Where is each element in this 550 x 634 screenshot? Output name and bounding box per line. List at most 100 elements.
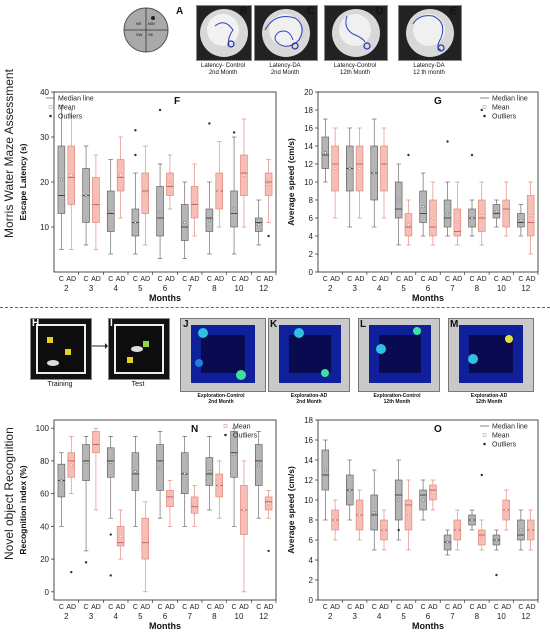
- group-label: AD: [379, 276, 389, 283]
- mean-marker: [407, 223, 410, 226]
- y-tick-label: 80: [40, 457, 49, 466]
- group-label: AD: [165, 604, 175, 611]
- group-label: AD: [452, 604, 462, 611]
- group-label: C: [469, 276, 474, 283]
- plot-frame: [317, 419, 539, 601]
- y-tick-label: 2: [309, 576, 314, 585]
- legend-outlier-swatch: [483, 114, 486, 118]
- group-label: AD: [355, 276, 365, 283]
- group-label: AD: [379, 604, 389, 611]
- legend-label: Outliers: [233, 433, 258, 440]
- outlier-point: [470, 153, 474, 157]
- y-tick-label: 100: [36, 424, 50, 433]
- legend-outlier-swatch: [224, 433, 227, 437]
- mean-marker: [373, 511, 376, 514]
- group-label: AD: [428, 276, 438, 283]
- x-category-label: 8: [212, 284, 217, 293]
- outlier-point: [267, 234, 270, 238]
- mean-marker: [470, 216, 474, 220]
- caption-i: Test: [131, 381, 145, 388]
- y-tick-label: 4: [309, 232, 314, 241]
- x-category-label: 12: [259, 612, 268, 621]
- outlier-point: [109, 533, 112, 536]
- group-label: C: [232, 604, 237, 611]
- group-label: AD: [330, 276, 340, 283]
- mean-marker: [119, 534, 122, 538]
- group-label: C: [518, 276, 523, 283]
- group-label: AD: [330, 604, 340, 611]
- group-label: C: [494, 276, 499, 283]
- group-label: AD: [116, 604, 126, 611]
- mean-marker: [495, 210, 498, 213]
- panel-letter-e: E: [450, 6, 457, 17]
- legend-label: Mean: [58, 105, 76, 112]
- y-tick-label: 60: [40, 490, 49, 499]
- y-axis-label: Escape Latency (s): [18, 143, 28, 220]
- x-category-label: 10: [235, 284, 244, 293]
- group-label: C: [396, 604, 401, 611]
- mean-marker: [519, 528, 523, 532]
- mean-marker: [267, 502, 270, 505]
- training-photo: [30, 318, 92, 380]
- mean-marker: [144, 537, 147, 540]
- tracking-image-c: [254, 5, 318, 61]
- quadrant-label-sw: SW: [136, 32, 143, 37]
- mean-marker: [208, 470, 211, 473]
- arrow-icon: [92, 343, 108, 349]
- mean-marker: [529, 528, 532, 532]
- group-label: C: [158, 604, 163, 611]
- group-label: C: [347, 604, 352, 611]
- group-label: AD: [239, 276, 249, 283]
- group-label: C: [133, 604, 138, 611]
- y-tick-label: 10: [304, 178, 313, 187]
- group-label: C: [421, 276, 426, 283]
- panel-letter-l: L: [360, 319, 367, 330]
- x-category-label: 2: [328, 612, 333, 621]
- caption-d-l1: Latency-Control 12th Month: [333, 63, 377, 76]
- caption-k: Exploration-AD 2nd Month: [290, 393, 328, 405]
- outlier-point: [158, 108, 162, 112]
- mean-marker: [407, 513, 410, 517]
- mean-marker: [397, 498, 400, 502]
- outlier-point: [495, 573, 498, 577]
- group-label: AD: [140, 276, 150, 283]
- heatmap-j: [180, 318, 266, 392]
- caption-e: Latency-DA 12 th month: [396, 63, 462, 77]
- mean-marker: [333, 167, 337, 170]
- x-category-label: 2: [64, 284, 69, 293]
- outlier-point: [407, 153, 410, 157]
- mean-marker: [119, 174, 122, 177]
- panel-letter-a: A: [176, 6, 184, 17]
- y-tick-label: 16: [304, 124, 313, 133]
- x-axis-label: Months: [412, 293, 444, 303]
- group-label: C: [396, 276, 401, 283]
- legend-mean-swatch: [48, 105, 53, 109]
- outlier-point: [70, 570, 73, 574]
- group-label: AD: [116, 276, 126, 283]
- mean-marker: [242, 508, 246, 512]
- tracking-image-b: [196, 5, 252, 61]
- section-title-nor: Novel object Recognition: [2, 427, 16, 560]
- group-label: C: [445, 604, 450, 611]
- y-tick-label: 18: [304, 106, 313, 115]
- mean-marker: [456, 221, 459, 224]
- panel-letter: G: [434, 96, 442, 107]
- mean-marker: [495, 538, 498, 542]
- pool-quadrant-diagram: NE NW SW SE: [123, 7, 169, 53]
- mean-marker: [348, 167, 351, 170]
- x-axis-label: Months: [412, 621, 444, 631]
- legend-label: Mean: [492, 433, 510, 440]
- group-label: AD: [239, 604, 249, 611]
- mean-marker: [480, 214, 483, 217]
- mean-marker: [70, 463, 73, 467]
- mean-marker: [519, 219, 523, 222]
- y-axis-label: Recognition index (%): [18, 465, 28, 554]
- group-label: C: [182, 276, 187, 283]
- legend-label: Mean: [233, 424, 251, 431]
- legend-mean-swatch: [482, 105, 487, 109]
- y-tick-label: 2: [309, 250, 314, 259]
- group-label: AD: [428, 604, 438, 611]
- heatmap-m: [448, 318, 534, 392]
